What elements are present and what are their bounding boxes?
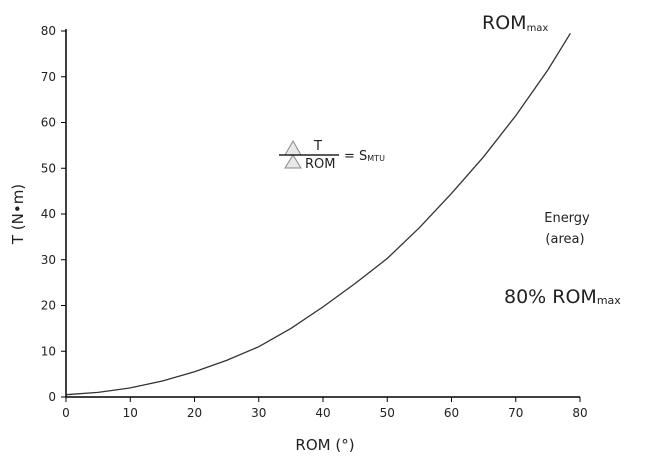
pct-sub: max [597, 294, 621, 307]
x-tick-label: 10 [123, 406, 138, 420]
x-ticks: 0 10 20 30 40 50 60 70 80 [62, 397, 588, 420]
energy-annotation-line2: (area) [545, 232, 584, 247]
y-tick-label: 60 [41, 116, 56, 130]
delta-top-icon [284, 139, 302, 156]
eighty-percent-rom-max-annotation: 80% ROMmax [504, 286, 621, 308]
rom-max-annotation: ROMmax [482, 12, 548, 34]
y-tick-label: 50 [41, 161, 56, 175]
x-tick-label: 40 [315, 406, 330, 420]
delta-bottom-icon [284, 154, 302, 169]
rom-max-main: ROM [482, 12, 527, 34]
slope-equals: = SMTU [344, 149, 385, 164]
y-tick-label: 0 [48, 390, 56, 404]
fraction-numerator: T [313, 139, 322, 154]
slope-sub: MTU [367, 154, 385, 163]
x-tick-label: 30 [251, 406, 266, 420]
x-tick-label: 0 [62, 406, 70, 420]
x-tick-label: 50 [380, 406, 395, 420]
rom-max-sub: max [527, 23, 549, 34]
x-tick-label: 20 [187, 406, 202, 420]
x-axis-label: ROM (°) [295, 436, 354, 454]
fraction-denominator: ROM [305, 157, 335, 172]
slope-annotation: T ROM = SMTU [279, 139, 385, 172]
y-tick-label: 20 [41, 299, 56, 313]
x-tick-label: 80 [572, 406, 587, 420]
energy-annotation-line1: Energy [544, 211, 590, 226]
y-tick-label: 10 [41, 344, 56, 358]
series-line [65, 32, 571, 396]
y-axis-label: T (N•m) [9, 184, 27, 245]
y-ticks: 0 10 20 30 40 50 60 70 80 [41, 24, 66, 404]
y-tick-label: 30 [41, 253, 56, 267]
y-tick-label: 40 [41, 207, 56, 221]
y-tick-label: 70 [41, 70, 56, 84]
y-tick-label: 80 [41, 24, 56, 38]
series-group [65, 32, 571, 396]
x-tick-label: 70 [508, 406, 523, 420]
x-tick-label: 60 [444, 406, 459, 420]
pct-main: 80% ROM [504, 286, 597, 308]
axes [65, 29, 580, 398]
slope-equals-main: = S [344, 149, 367, 164]
